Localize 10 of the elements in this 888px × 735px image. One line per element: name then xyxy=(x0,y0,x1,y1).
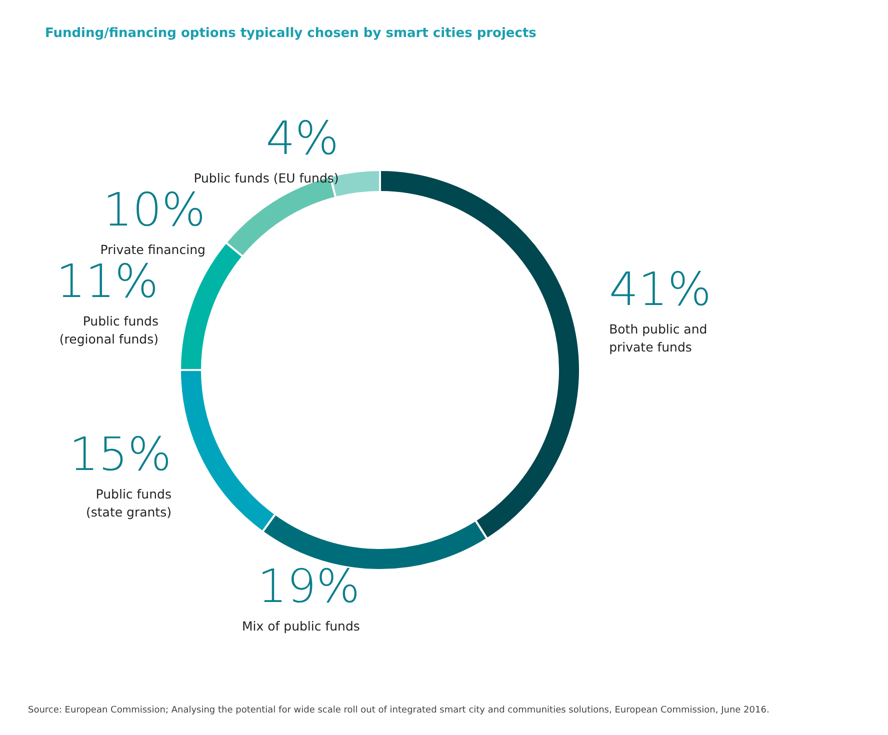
data-label: 41% xyxy=(609,262,712,316)
slice-label: Both public and private funds xyxy=(609,322,708,355)
slice-label: Mix of public funds xyxy=(242,618,360,634)
slice-label: Public funds (state grants) xyxy=(86,486,172,520)
slice-label: Public funds (regional funds) xyxy=(59,313,158,346)
chart-title: Funding/financing options typically chosen by smart cities projects xyxy=(45,26,537,41)
source-note: Source: European Commission; Analysing the potential for wide scale roll out of integrated smart city and communities solutions, European Commission, June 2016. xyxy=(28,706,770,716)
data-label: 4% xyxy=(266,110,339,165)
data-label: 15% xyxy=(69,427,172,482)
data-label: 19% xyxy=(258,558,360,613)
